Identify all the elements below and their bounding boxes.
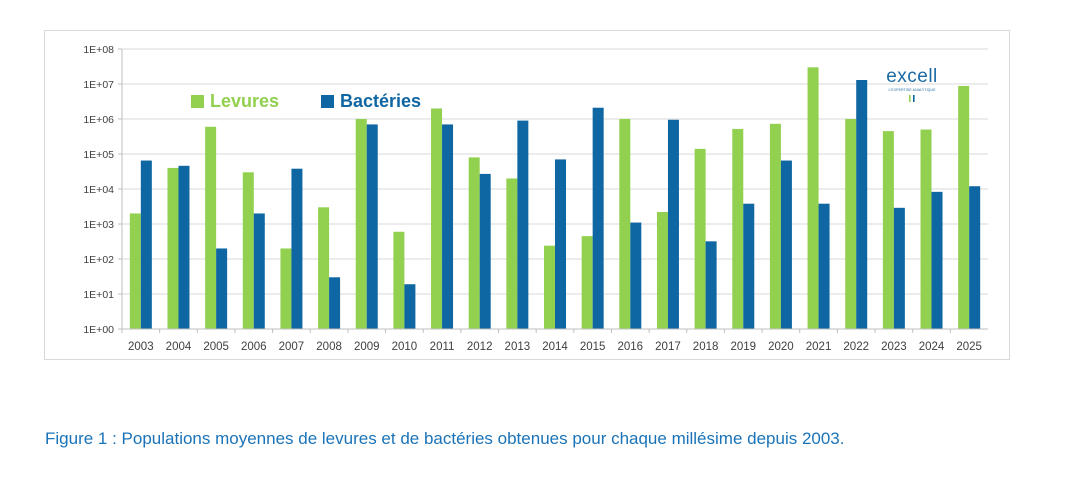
bar-bacteries-2003 bbox=[140, 160, 152, 329]
bar-levures-2021 bbox=[807, 67, 819, 329]
bar-levures-2009 bbox=[355, 119, 367, 329]
legend-levures: Levures bbox=[191, 91, 279, 112]
bar-levures-2011 bbox=[431, 108, 443, 329]
bar-bacteries-2024 bbox=[931, 191, 943, 329]
bar-levures-2025 bbox=[958, 85, 970, 329]
bar-levures-2012 bbox=[468, 157, 480, 329]
bar-bacteries-2023 bbox=[893, 207, 905, 329]
x-tick-label: 2016 bbox=[618, 341, 644, 353]
logo-bars-icon bbox=[909, 95, 915, 102]
y-tick-label: 1E+05 bbox=[83, 149, 114, 161]
x-tick-label: 2021 bbox=[806, 341, 832, 353]
bar-levures-2016 bbox=[619, 119, 631, 329]
bar-levures-2024 bbox=[920, 129, 932, 329]
legend-levures-swatch bbox=[191, 95, 204, 108]
bar-bacteries-2005 bbox=[216, 248, 228, 329]
bar-bacteries-2014 bbox=[555, 159, 566, 329]
bar-levures-2006 bbox=[242, 172, 254, 329]
x-tick-label: 2024 bbox=[919, 341, 945, 353]
bar-levures-2018 bbox=[694, 148, 706, 329]
bar-bacteries-2016 bbox=[630, 222, 642, 329]
bar-bacteries-2011 bbox=[442, 124, 454, 329]
bar-bacteries-2009 bbox=[366, 124, 378, 329]
bar-levures-2010 bbox=[393, 231, 405, 329]
x-tick-label: 2023 bbox=[881, 341, 907, 353]
x-tick-label: 2010 bbox=[392, 341, 418, 353]
x-tick-label: 2004 bbox=[166, 341, 192, 353]
x-tick-label: 2011 bbox=[430, 341, 455, 353]
bar-bacteries-2012 bbox=[479, 173, 491, 329]
excell-logo: excell L'EXPERTISE ANALYTIQUE bbox=[880, 66, 944, 106]
logo-wordmark: excell bbox=[886, 66, 938, 87]
y-tick-label: 1E+04 bbox=[83, 184, 114, 196]
x-tick-label: 2007 bbox=[279, 341, 305, 353]
y-tick-label: 1E+06 bbox=[83, 114, 114, 126]
bar-bacteries-2022 bbox=[856, 80, 868, 329]
y-tick-label: 1E+02 bbox=[83, 254, 114, 266]
bar-bacteries-2006 bbox=[253, 213, 265, 329]
bar-levures-2019 bbox=[732, 128, 744, 329]
bar-bacteries-2008 bbox=[329, 277, 341, 329]
bar-levures-2022 bbox=[845, 119, 857, 329]
bar-bacteries-2004 bbox=[178, 165, 190, 329]
bar-bacteries-2018 bbox=[705, 241, 717, 329]
x-tick-label: 2015 bbox=[580, 341, 606, 353]
x-tick-label: 2012 bbox=[467, 341, 493, 353]
bar-levures-2005 bbox=[205, 126, 217, 329]
bar-levures-2007 bbox=[280, 248, 292, 329]
figure-caption: Figure 1 : Populations moyennes de levur… bbox=[45, 429, 845, 448]
bar-levures-2015 bbox=[581, 236, 593, 329]
bar-levures-2003 bbox=[129, 213, 141, 329]
x-tick-label: 2019 bbox=[730, 341, 756, 353]
bar-levures-2020 bbox=[769, 123, 781, 330]
legend-bacteries: Bactéries bbox=[321, 91, 421, 112]
x-tick-label: 2025 bbox=[956, 341, 982, 353]
bar-levures-2004 bbox=[167, 167, 179, 329]
x-tick-label: 2003 bbox=[128, 341, 154, 353]
x-tick-label: 2009 bbox=[354, 341, 380, 353]
x-tick-label: 2013 bbox=[505, 341, 531, 353]
x-tick-label: 2017 bbox=[655, 341, 681, 353]
x-tick-label: 2018 bbox=[693, 341, 719, 353]
x-tick-label: 2014 bbox=[542, 341, 568, 353]
legend-bacteries-label: Bactéries bbox=[340, 91, 422, 111]
chart-plot: 1E+00 1E+01 1E+02 1E+03 1E+04 1E+05 1E+06 1E+07… bbox=[83, 44, 988, 353]
bar-bacteries-2015 bbox=[592, 107, 604, 330]
bar-levures-2014 bbox=[544, 245, 555, 329]
bar-bacteries-2021 bbox=[818, 203, 830, 329]
chart-frame: 1E+00 1E+01 1E+02 1E+03 1E+04 1E+05 1E+06 1E+07… bbox=[44, 30, 1010, 360]
bar-bacteries-2025 bbox=[969, 186, 981, 329]
bar-bacteries-2019 bbox=[743, 203, 755, 329]
bar-levures-2008 bbox=[318, 207, 330, 329]
bar-bacteries-2007 bbox=[291, 168, 303, 329]
bar-bacteries-2010 bbox=[404, 284, 416, 329]
bar-bacteries-2013 bbox=[517, 120, 529, 330]
logo-tagline: L'EXPERTISE ANALYTIQUE bbox=[888, 88, 936, 92]
bar-levures-2013 bbox=[506, 178, 518, 329]
x-tick-label: 2020 bbox=[768, 341, 794, 353]
bar-bacteries-2020 bbox=[780, 160, 792, 329]
y-tick-label: 1E+00 bbox=[83, 324, 114, 336]
legend-levures-label: Levures bbox=[210, 91, 280, 111]
bar-bacteries-2017 bbox=[667, 119, 679, 330]
bar-levures-2017 bbox=[656, 212, 668, 329]
bar-levures-2023 bbox=[882, 131, 894, 329]
x-tick-label: 2008 bbox=[316, 341, 342, 353]
y-tick-label: 1E+08 bbox=[83, 44, 114, 56]
x-tick-label: 2005 bbox=[203, 341, 229, 353]
x-tick-label: 2006 bbox=[241, 341, 267, 353]
x-tick-label: 2022 bbox=[843, 341, 869, 353]
legend-bacteries-swatch bbox=[321, 95, 334, 108]
y-tick-label: 1E+07 bbox=[83, 79, 114, 91]
y-tick-label: 1E+03 bbox=[83, 219, 114, 231]
y-tick-label: 1E+01 bbox=[83, 289, 114, 301]
